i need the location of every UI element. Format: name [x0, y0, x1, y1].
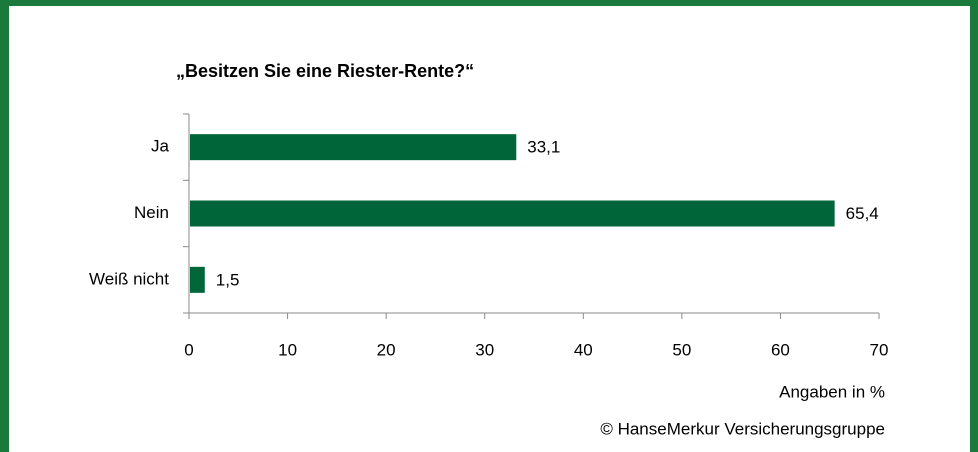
chart-title: „Besitzen Sie eine Riester-Rente?“ [176, 61, 474, 81]
x-tick-label: 0 [184, 340, 193, 359]
source: © HanseMerkur Versicherungsgruppe [600, 419, 885, 438]
data-label: 33,1 [527, 138, 560, 157]
frame-top [0, 0, 978, 6]
data-label: 1,5 [216, 270, 240, 289]
x-tick-label: 10 [278, 340, 297, 359]
x-tick-label: 50 [672, 340, 691, 359]
y-tick-label: Weiß nicht [89, 269, 169, 288]
x-tick-label: 20 [377, 340, 396, 359]
x-tick-label: 70 [870, 340, 889, 359]
frame-left [0, 0, 9, 452]
frame-right [970, 0, 978, 452]
x-tick-label: 30 [475, 340, 494, 359]
x-tick-label: 60 [771, 340, 790, 359]
y-tick-label: Ja [151, 137, 170, 156]
bar [190, 134, 517, 161]
y-tick-label: Nein [134, 203, 169, 222]
x-axis-label: Angaben in % [779, 382, 885, 401]
bar [190, 200, 835, 227]
data-label: 65,4 [846, 204, 879, 223]
x-tick-label: 40 [574, 340, 593, 359]
bar [190, 266, 205, 293]
